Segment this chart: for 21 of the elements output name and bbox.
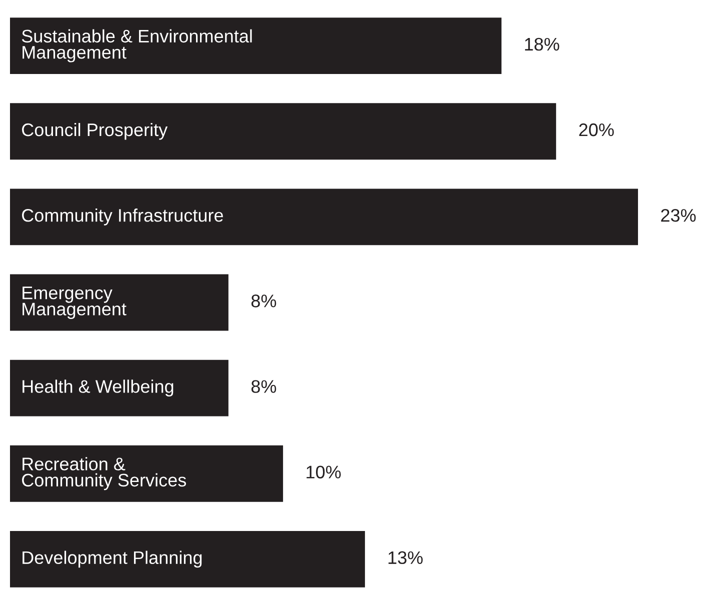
bar — [10, 445, 284, 502]
y-tick-label: Emergency Management — [22, 286, 126, 320]
data-label: 8% — [251, 294, 276, 308]
data-label: 18% — [525, 38, 560, 51]
y-tick-label: Community Infrastructure — [22, 208, 223, 226]
data-label: 8% — [251, 380, 276, 393]
bar — [10, 103, 556, 160]
data-label: 13% — [388, 551, 423, 564]
y-tick-label: Council Prosperity — [22, 122, 168, 140]
data-label: 10% — [306, 466, 341, 478]
y-tick-label: Sustainable & Environmental Management — [22, 29, 252, 62]
bar — [10, 18, 502, 74]
data-label: 23% — [661, 208, 696, 222]
bar — [10, 188, 638, 246]
bar — [10, 530, 365, 588]
y-tick-label: Development Planning — [22, 550, 202, 568]
bar — [10, 274, 228, 331]
y-tick-label: Health & Wellbeing — [22, 380, 174, 396]
data-label: 20% — [579, 123, 614, 136]
y-tick-label: Recreation & Community Services — [22, 457, 186, 490]
bar — [10, 360, 228, 416]
